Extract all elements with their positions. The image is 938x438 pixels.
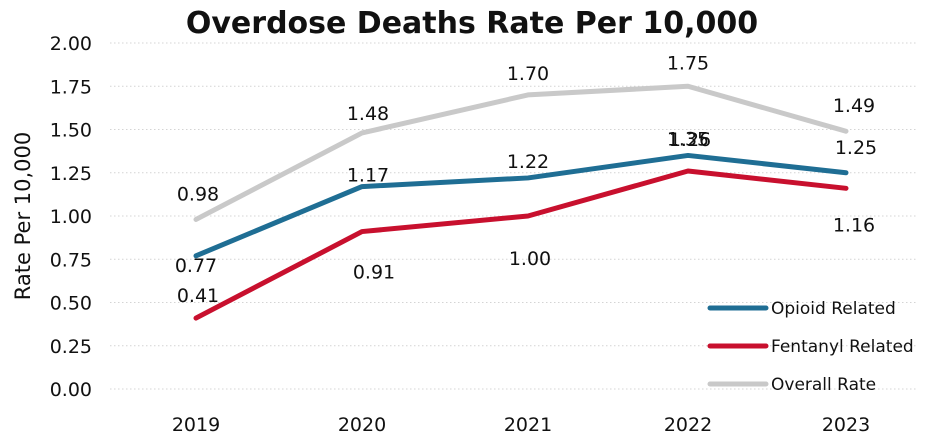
series-line: [193, 168, 849, 321]
series-line: [193, 83, 849, 222]
y-tick-label: 2.00: [50, 33, 92, 55]
series-line: [193, 152, 849, 259]
data-label: 0.91: [353, 262, 395, 284]
data-label: 0.41: [177, 285, 219, 307]
y-tick-label: 1.50: [50, 120, 92, 142]
x-tick-label: 2020: [338, 414, 386, 436]
data-label: 1.48: [347, 103, 389, 125]
y-tick-label: 1.00: [50, 206, 92, 228]
y-tick-label: 1.75: [50, 76, 92, 98]
series-lines: [193, 83, 849, 321]
data-label: 1.16: [833, 214, 875, 236]
chart-title: Overdose Deaths Rate Per 10,000: [186, 6, 758, 41]
data-label: 1.00: [509, 248, 551, 270]
legend-label: Opioid Related: [771, 299, 896, 319]
gridlines: [110, 42, 918, 390]
y-axis-label: Rate Per 10,000: [11, 132, 35, 300]
x-tick-label: 2022: [664, 414, 712, 436]
data-label: 0.98: [177, 183, 219, 205]
y-tick-label: 0.25: [50, 336, 92, 358]
y-tick-label: 0.00: [50, 379, 92, 401]
x-axis-ticks: 2019 2020 2021 2022 2023: [172, 414, 870, 436]
data-label: 1.17: [347, 165, 389, 187]
legend-label: Fentanyl Related: [771, 337, 914, 357]
data-label: 1.75: [667, 52, 709, 74]
data-label: 0.77: [175, 255, 217, 277]
y-tick-label: 1.25: [50, 163, 92, 185]
data-labels: 0.77 1.17 1.22 1.35 1.25 0.41 0.91 1.00 1.26 1.16…: [175, 52, 877, 307]
y-tick-label: 0.50: [50, 293, 92, 315]
data-label: 1.35: [667, 128, 709, 150]
legend: Opioid Related Fentanyl Related Overall Ra…: [707, 299, 914, 395]
x-tick-label: 2023: [822, 414, 870, 436]
x-tick-label: 2021: [504, 414, 552, 436]
data-label: 1.25: [835, 137, 877, 159]
y-tick-label: 0.75: [50, 249, 92, 271]
x-tick-label: 2019: [172, 414, 220, 436]
legend-label: Overall Rate: [771, 375, 876, 395]
data-label: 1.70: [507, 63, 549, 85]
y-axis-ticks: 0.00 0.25 0.50 0.75 1.00 1.25 1.50 1.75 2.00: [50, 33, 92, 401]
data-label: 1.22: [507, 151, 549, 173]
data-label: 1.49: [833, 95, 875, 117]
data-label: 1.26: [669, 129, 711, 151]
